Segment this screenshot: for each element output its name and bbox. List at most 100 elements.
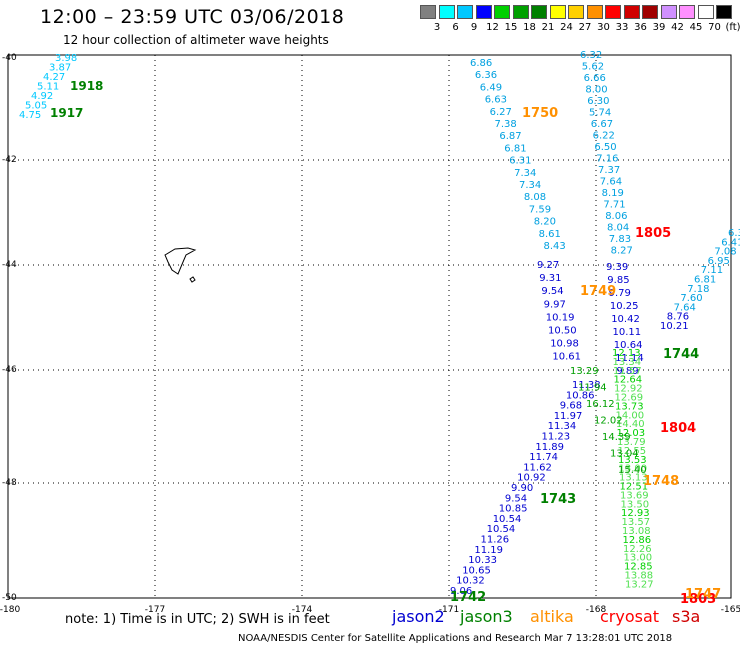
wave-height-value: 14.00 (616, 410, 645, 421)
wave-height-value: 6.3 (728, 228, 740, 239)
wave-height-value: 8.61 (539, 229, 561, 240)
wave-height-value: 10.21 (660, 321, 689, 332)
altimeter-tracks: 3.983.874.275.114.925.054.75 1918 1917 6.86… (19, 50, 740, 607)
wave-height-value: 3.87 (49, 63, 71, 74)
wave-height-value: 8.20 (534, 217, 556, 228)
lat-label: -50 (2, 593, 17, 603)
legend-swatch (642, 5, 658, 19)
wave-height-value: 13.04 (610, 449, 639, 460)
legend-swatch (475, 5, 492, 19)
wave-height-value: 7.34 (514, 168, 536, 179)
wave-height-value: 10.98 (550, 339, 579, 350)
legend-swatch (623, 5, 640, 19)
wave-height-value: 10.85 (499, 504, 528, 515)
legend-swatch (549, 5, 566, 19)
wave-height-value: 11.14 (615, 353, 644, 364)
island-shape (164, 247, 197, 283)
wave-height-value: 9.97 (544, 299, 566, 310)
wave-height-value: 6.95 (708, 256, 730, 267)
lat-label: -42 (2, 155, 17, 165)
legend-swatch (568, 5, 584, 19)
wave-height-value: 6.66 (584, 73, 606, 84)
satellite-label-jason3: jason3 (460, 607, 513, 626)
legend-swatch (420, 5, 436, 19)
wave-height-value: 5.11 (37, 82, 59, 93)
wave-height-value: 7.64 (600, 177, 622, 188)
wave-height-value: 12.86 (623, 535, 652, 546)
wave-height-value: 13.88 (625, 571, 654, 582)
wave-height-value: 6.41 (721, 237, 740, 248)
wave-height-value: 12.02 (594, 416, 623, 427)
wave-height-value: 6.22 (593, 131, 615, 142)
legend-level: 27 (578, 22, 592, 33)
legend-level: 30 (597, 22, 610, 33)
legend-level: 6 (452, 22, 459, 33)
map-subtitle: 12 hour collection of altimeter wave hei… (63, 33, 329, 47)
wave-height-value: 6.32 (580, 50, 602, 61)
satellite-label-s3a: s3a (672, 607, 701, 626)
wave-height-value: 7.71 (603, 200, 625, 211)
wave-height-value: 7.83 (609, 234, 631, 245)
wave-height-value: 13.53 (618, 455, 647, 466)
wave-height-value: 10.11 (613, 327, 642, 338)
legend-level: 21 (541, 22, 555, 33)
legend-level: 70 (708, 22, 721, 33)
wave-height-value: 9.39 (606, 262, 628, 273)
wave-height-value: 13.13 (619, 473, 648, 484)
wave-height-value: 14.39 (602, 432, 631, 443)
lat-label: -48 (2, 478, 17, 488)
lon-label: -168 (586, 605, 607, 615)
track-time-label: 1805 (635, 226, 671, 241)
legend-level: 12 (486, 22, 499, 33)
wave-height-value: 10.92 (517, 473, 546, 484)
wave-height-value: 13.50 (621, 499, 650, 510)
wave-height-value: 7.60 (680, 293, 702, 304)
track-time-label: 1744 (663, 347, 699, 362)
wave-height-value: 12.03 (617, 428, 646, 439)
grid-lines (8, 55, 731, 598)
lat-label: -46 (2, 365, 17, 375)
wave-height-value: 6.30 (587, 96, 609, 107)
lon-label: -165 (721, 605, 740, 615)
wave-height-value: 15.40 (618, 465, 647, 476)
legend-swatch (438, 5, 455, 19)
lon-label: -174 (292, 605, 313, 615)
legend-swatch (716, 5, 732, 19)
wave-height-value: 4.92 (31, 91, 53, 102)
wave-height-value: 7.16 (596, 154, 618, 165)
wave-height-value: 9.85 (607, 275, 629, 286)
wave-height-value: 6.67 (591, 119, 613, 130)
wave-height-value: 10.54 (487, 524, 516, 535)
lon-label: -177 (145, 605, 165, 615)
legend-level: 15 (504, 22, 518, 33)
wave-height-value: 8.04 (607, 223, 629, 234)
legend-level: 42 (671, 22, 684, 33)
wave-height-value: 9.31 (539, 273, 561, 284)
legend-level: 33 (615, 22, 629, 33)
wave-height-value: 4.27 (43, 72, 65, 83)
wave-height-value: 6.31 (509, 156, 531, 167)
wave-height-value: 12.51 (620, 482, 649, 493)
legend-swatch (457, 5, 473, 19)
wave-height-value: 7.08 (714, 247, 736, 258)
legend-swatch (586, 5, 603, 19)
wave-height-value: 10.61 (552, 352, 581, 363)
wave-height-value: 9.89 (616, 366, 638, 377)
wave-height-value: 9.68 (560, 401, 582, 412)
wave-height-value: 7.38 (495, 119, 517, 130)
wave-height-value: 7.11 (701, 265, 723, 276)
wave-height-value: 6.86 (470, 58, 492, 69)
track-time-label: 1918 (70, 79, 103, 93)
wave-height-value: 13.08 (622, 526, 651, 537)
wave-height-value: 6.49 (480, 82, 502, 93)
satellite-label-jason2: jason2 (392, 607, 445, 626)
track-time-label: 1748 (643, 474, 679, 489)
wave-height-value: 8.27 (611, 246, 633, 257)
satellite-label-cryosat: cryosat (600, 607, 660, 626)
wave-height-value: 13.34 (613, 357, 642, 368)
legend-swatch (679, 5, 695, 19)
wave-height-value: 11.62 (523, 462, 552, 473)
lon-label: -171 (439, 605, 459, 615)
wave-height-value: 11.19 (474, 545, 503, 556)
wave-height-value: 10.86 (566, 390, 595, 401)
